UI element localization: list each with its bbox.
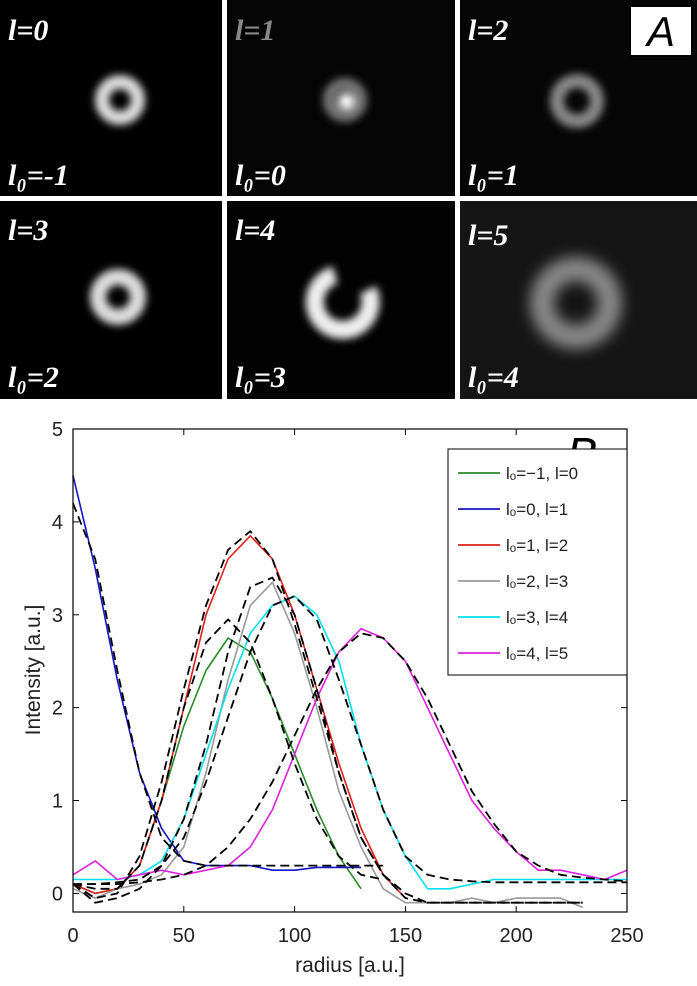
y-tick-label: 5 (52, 419, 63, 441)
y-axis-label: Intensity [a.u.] (22, 605, 45, 736)
panel-label: A (644, 8, 675, 55)
x-tick-label: 100 (278, 925, 311, 947)
fit-line (72, 618, 384, 890)
legend-label: lₒ=0, l=1 (506, 500, 568, 519)
legend-label: lₒ=3, l=4 (506, 608, 568, 627)
series-line (72, 627, 628, 881)
l-label: l=0 (8, 14, 48, 47)
x-tick-label: 0 (67, 925, 78, 947)
x-tick-label: 50 (173, 925, 195, 947)
legend-box (447, 448, 628, 676)
series-line (72, 535, 406, 899)
l0-label: l₀=0 (235, 159, 286, 192)
series-line (73, 595, 627, 890)
l0-label: l₀=1 (468, 159, 519, 192)
legend-label: lₒ=2, l=3 (506, 572, 568, 591)
x-axis-label: radius [a.u.] (295, 954, 405, 977)
l0-label: l₀=3 (235, 361, 286, 394)
legend-label: lₒ=4, l=5 (506, 644, 568, 663)
y-tick-label: 2 (52, 698, 63, 720)
legend-label: lₒ=1, l=2 (506, 536, 568, 555)
l0-label: l₀=4 (468, 361, 519, 394)
fit-line (73, 632, 628, 885)
x-tick-label: 250 (610, 925, 643, 947)
l-label: l=2 (468, 14, 508, 47)
x-tick-label: 150 (389, 925, 422, 947)
fit-line (73, 595, 627, 885)
l0-label: l₀=2 (8, 361, 59, 394)
panel-b: B radius [a.u.] Intensity [a.u.] 0123450… (22, 419, 644, 977)
l-label: l=1 (235, 14, 275, 47)
panel-a: A l=0 l₀=-1 l=1 l₀=0 l=2 l₀=1 l=3 l₀=2 l… (0, 0, 697, 400)
fit-line (72, 576, 583, 904)
y-tick-label: 4 (52, 512, 63, 534)
legend-label: lₒ=−1, l=0 (506, 464, 578, 483)
l-label: l=3 (8, 214, 48, 247)
y-tick-label: 3 (52, 605, 63, 627)
x-tick-label: 200 (500, 925, 533, 947)
y-tick-label: 1 (52, 791, 63, 813)
l-label: l=4 (235, 214, 275, 247)
fit-line (72, 530, 583, 904)
l-label: l=5 (468, 219, 508, 252)
l0-label: l₀=-1 (8, 159, 69, 192)
y-tick-label: 0 (52, 883, 63, 905)
fit-line (72, 502, 384, 867)
